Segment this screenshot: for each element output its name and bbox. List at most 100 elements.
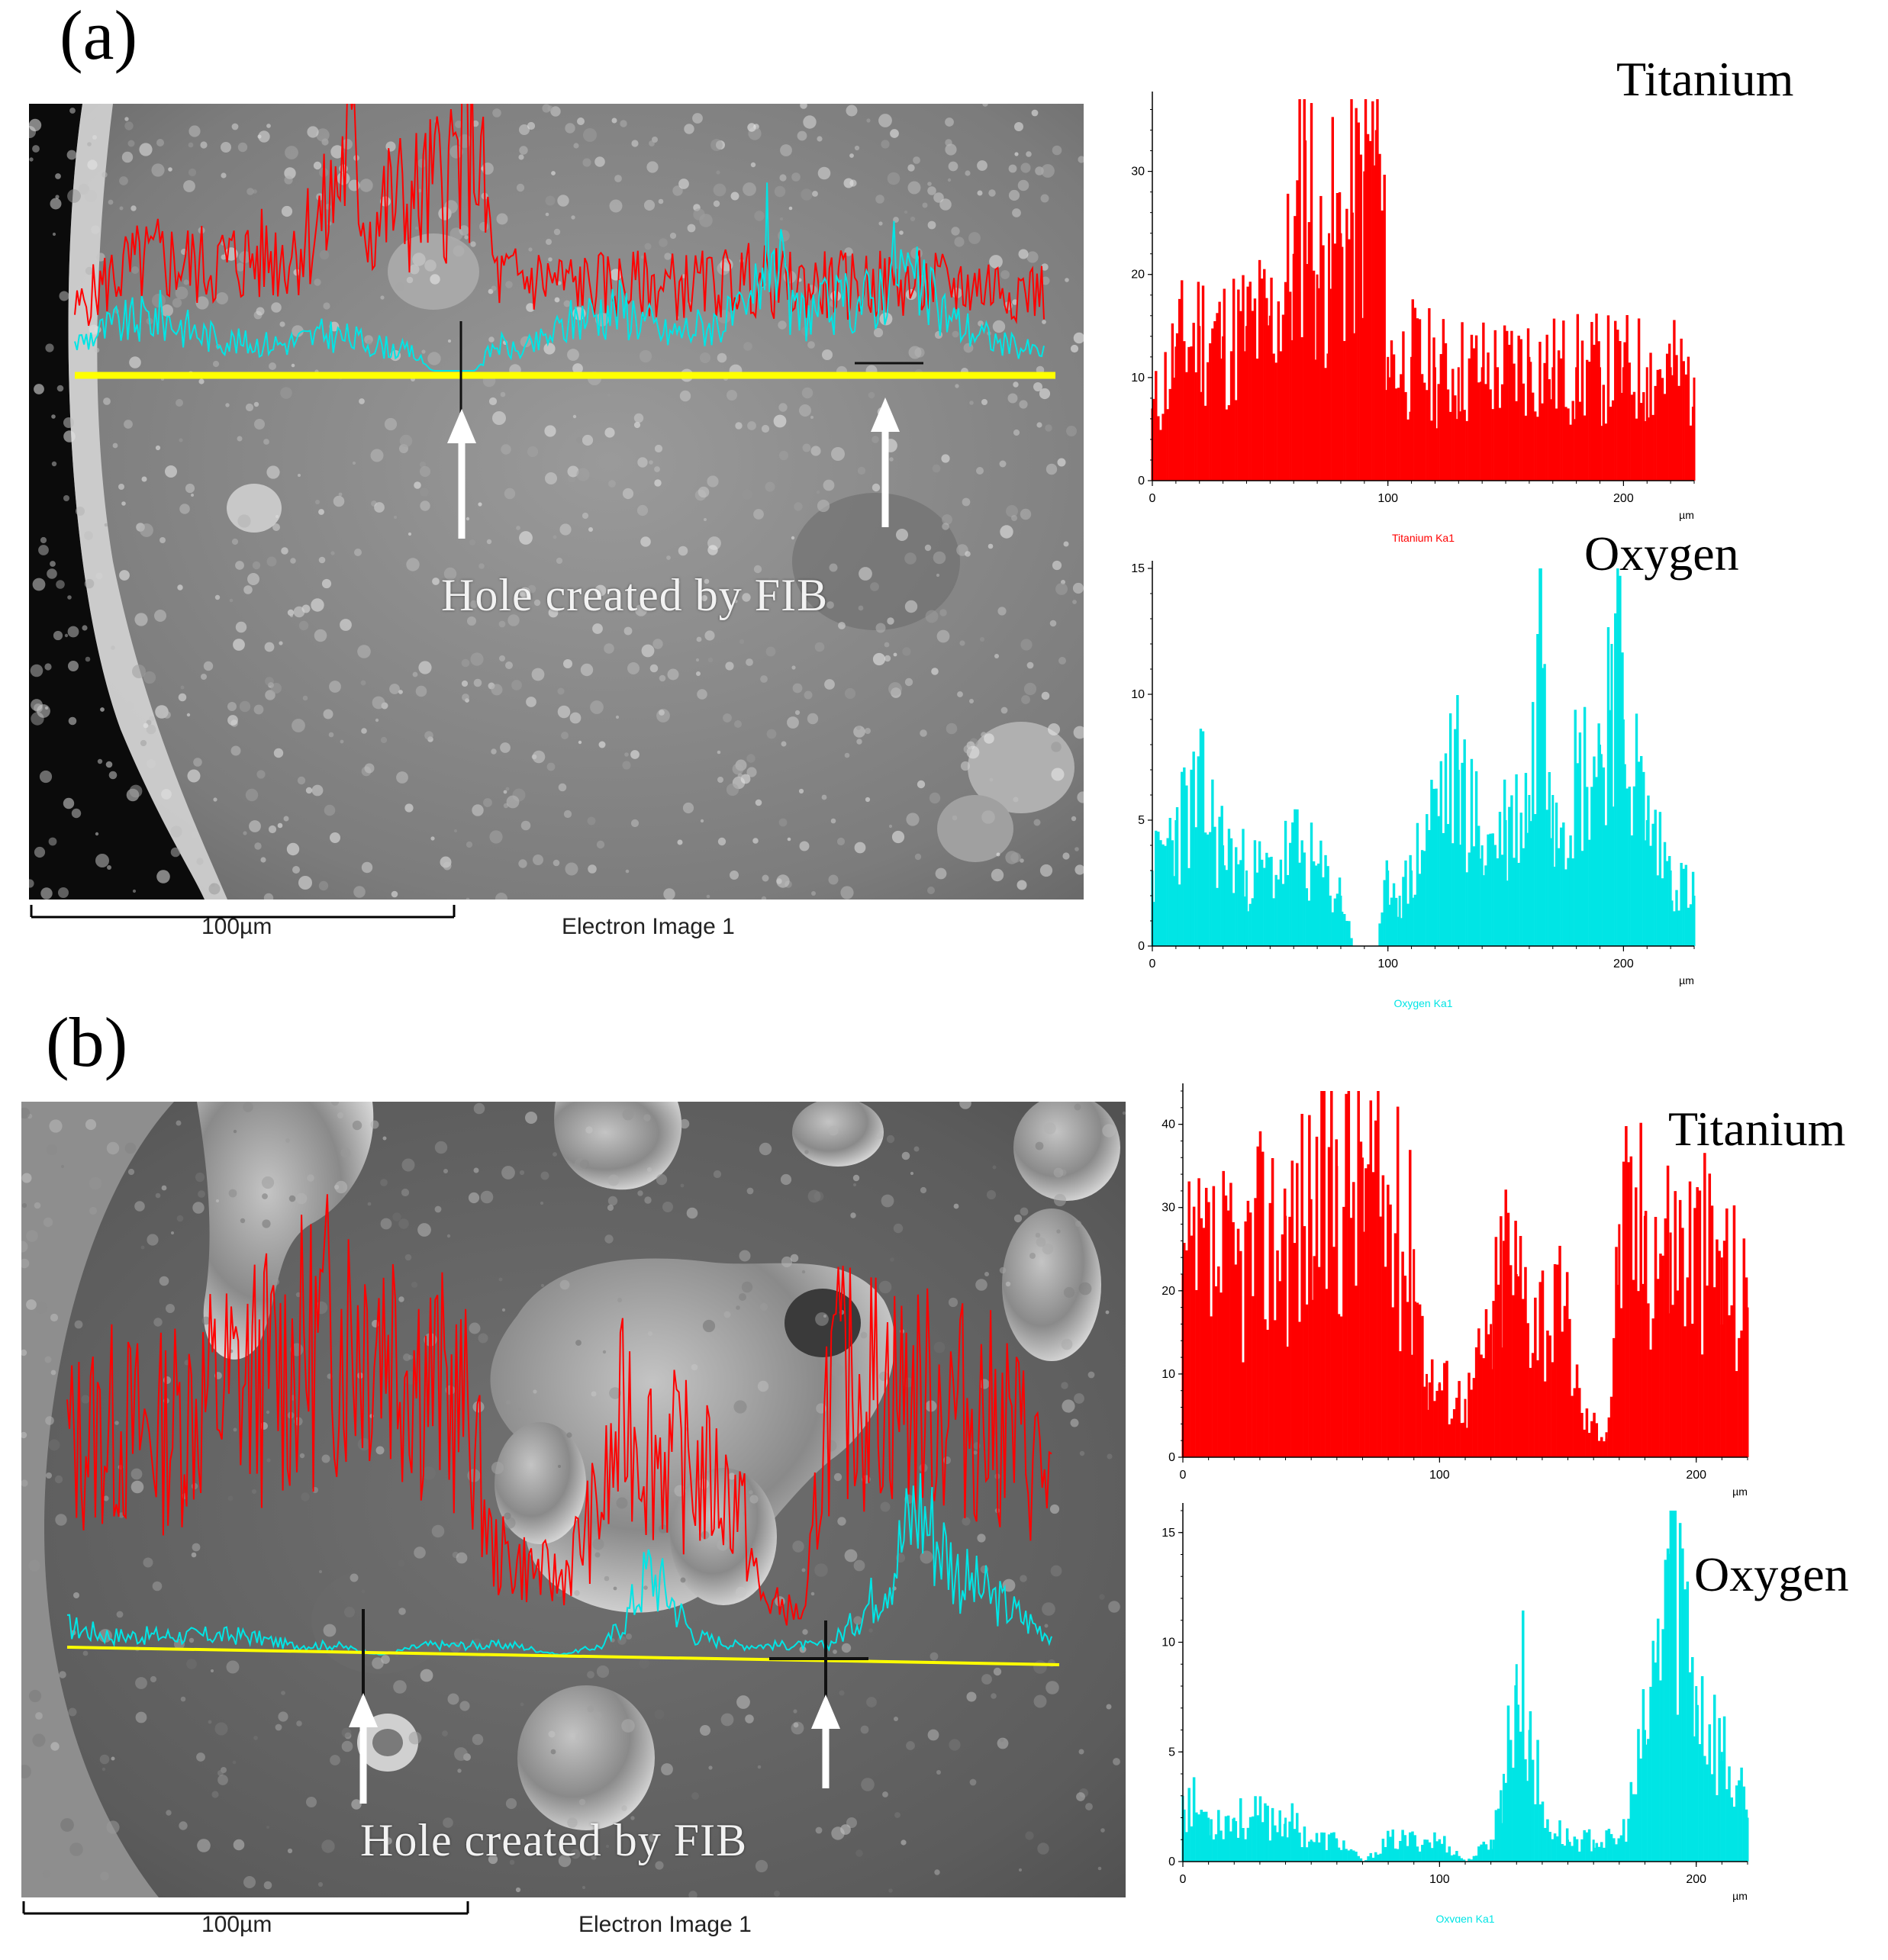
b-o-bar (1379, 1853, 1382, 1862)
b-o-bar (1403, 1835, 1407, 1862)
a-o-bar (1623, 764, 1626, 946)
b-o-bar (1317, 1842, 1321, 1862)
a-ti-bar (1181, 280, 1184, 481)
b-ti-bar (1659, 1254, 1662, 1457)
b-o-bar (1244, 1839, 1247, 1862)
b-o-data-bar (1567, 1839, 1570, 1862)
b-ti-data-bar (1579, 1415, 1582, 1457)
b-ti-bar (1465, 1427, 1468, 1457)
a-o-bar (1642, 771, 1645, 946)
b-o-bar (1661, 1629, 1664, 1862)
b-o-bar (1595, 1843, 1599, 1862)
b-o-bar (1458, 1855, 1461, 1862)
b-ti-bar (1504, 1189, 1507, 1457)
b-ti-bar (1355, 1286, 1358, 1457)
a-ti-data-bar (1551, 367, 1555, 481)
a-o-bar (1665, 861, 1669, 946)
a-ti-bar (1630, 394, 1634, 481)
panel-a-scale-bar (30, 905, 456, 919)
b-ti-bar (1440, 1390, 1444, 1457)
a-o-bar (1522, 848, 1526, 946)
a-o-bar (1209, 832, 1212, 946)
b-o-bar (1666, 1548, 1670, 1862)
b-o-bar (1268, 1840, 1272, 1862)
a-ti-data-bar (1645, 367, 1648, 481)
a-ti-bar (1155, 371, 1158, 481)
b-ti-bar (1603, 1441, 1606, 1457)
b-ti-data-bar (1592, 1424, 1595, 1457)
a-ti-bar (1404, 391, 1407, 481)
b-ti-bar (1722, 1241, 1726, 1457)
b-o-bar (1725, 1789, 1729, 1862)
a-ti-bar (1491, 409, 1494, 481)
a-ti-bar (1437, 384, 1440, 481)
b-o-bar (1315, 1833, 1319, 1862)
b-o-data-bar (1284, 1817, 1287, 1862)
a-o-bar (1508, 806, 1511, 946)
b-ti-bar (1600, 1437, 1603, 1457)
b-ti-bar (1261, 1151, 1265, 1457)
a-ti-bar (1635, 418, 1638, 481)
panel-b-arrow-right (811, 1694, 840, 1788)
a-ti-bar (1192, 323, 1195, 481)
b-ti-bar (1686, 1277, 1690, 1457)
b-ti-data-bar (1232, 1266, 1236, 1457)
a-ti-bar (1381, 210, 1384, 481)
a-ti-bar (1614, 320, 1617, 481)
a-ti-data-bar (1363, 171, 1366, 481)
b-ti-bar (1455, 1398, 1458, 1457)
a-ti-bar (1335, 193, 1339, 481)
b-ti-bar (1516, 1276, 1520, 1457)
a-o-data-bar (1410, 871, 1413, 946)
b-o-bar (1583, 1830, 1586, 1862)
b-ti-bar (1468, 1373, 1471, 1457)
b-ti-x-label: Titanium Ka1 (1434, 1508, 1497, 1511)
b-ti-bar (1217, 1266, 1220, 1457)
b-o-bar (1219, 1830, 1223, 1862)
b-o-bar (1357, 1855, 1360, 1862)
b-ti-bar (1364, 1168, 1368, 1457)
a-o-bar (1564, 869, 1567, 946)
a-o-bar (1326, 866, 1329, 946)
a-ti-bar (1225, 409, 1229, 481)
a-ti-bar (1400, 374, 1403, 481)
a-o-bar (1159, 840, 1162, 946)
b-ti-data-bar (1310, 1199, 1313, 1457)
a-ti-bar (1286, 193, 1290, 481)
b-ti-bar (1183, 1242, 1186, 1457)
b-o-data-bar (1232, 1817, 1236, 1862)
b-ti-bar (1276, 1250, 1279, 1457)
a-ti-bar (1366, 134, 1370, 481)
a-o-bar (1274, 874, 1277, 946)
a-o-bar (1235, 847, 1238, 946)
a-ti-data-bar (1245, 326, 1248, 481)
a-ti-bar (1522, 383, 1526, 481)
a-o-bar (1387, 904, 1391, 946)
a-o-bar (1675, 890, 1678, 946)
b-o-bar (1393, 1848, 1397, 1862)
panel-b-globule (495, 1422, 586, 1544)
b-ti-bar (1649, 1349, 1652, 1457)
a-ti-bar (1619, 341, 1622, 481)
a-o-data-bar (1292, 845, 1295, 946)
b-ti-bar (1681, 1228, 1684, 1457)
b-ti-bar (1585, 1408, 1589, 1457)
b-ti-bar (1210, 1316, 1213, 1457)
a-ti-data-bar (1339, 233, 1342, 481)
a-ti-bar (1654, 385, 1657, 481)
b-ti-bar (1416, 1302, 1419, 1457)
a-ti-data-bar (1374, 130, 1377, 481)
a-ti-bar (1272, 353, 1275, 481)
a-ti-data-bar (1433, 367, 1436, 481)
b-ti-bar (1337, 1314, 1341, 1457)
a-o-bar (1536, 633, 1539, 946)
b-o-x-tick-label: 100 (1429, 1873, 1450, 1886)
a-o-bar (1307, 900, 1311, 946)
b-ti-bar (1472, 1378, 1476, 1457)
a-o-bar (1446, 824, 1450, 946)
b-o-bar (1352, 1850, 1355, 1862)
a-o-bar (1310, 822, 1313, 946)
a-o-bar (1178, 884, 1181, 946)
a-ti-bars (1152, 99, 1695, 481)
a-o-data-bar (1245, 871, 1248, 946)
